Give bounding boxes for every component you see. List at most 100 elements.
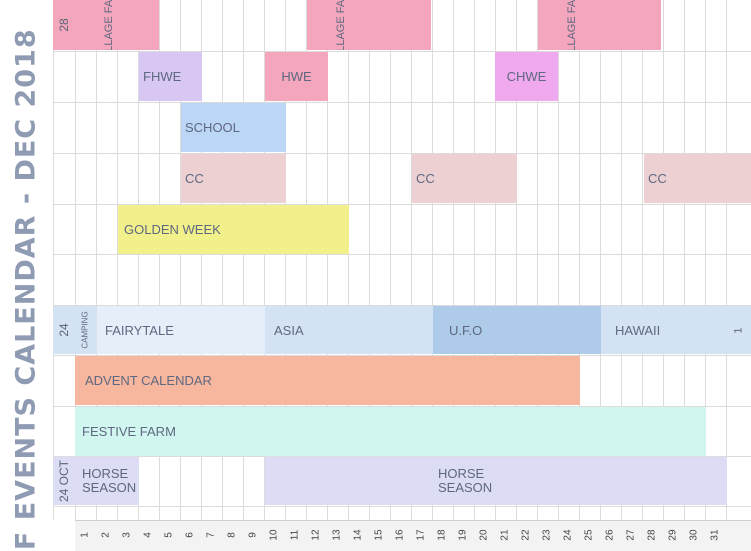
grid-line-vertical	[537, 0, 538, 520]
day-label: 26	[604, 529, 616, 541]
grid-line-vertical	[306, 0, 307, 520]
grid-line-vertical	[579, 0, 580, 520]
grid-line-vertical	[285, 0, 286, 520]
event-next-month-1[interactable]: 1	[727, 306, 751, 354]
grid-line-vertical	[495, 0, 496, 520]
grid-line-vertical	[348, 0, 349, 520]
day-label: 1	[79, 532, 91, 538]
event-fhwe[interactable]: FHWE	[139, 52, 202, 101]
grid-line-vertical	[558, 0, 559, 520]
event-cc-2[interactable]: CC	[412, 154, 517, 203]
day-label: 10	[268, 529, 280, 541]
event-festive-farm[interactable]: FESTIVE FARM	[75, 407, 706, 456]
calendar-title-panel: BF EVENTS CALENDAR - DEC 2018	[0, 0, 52, 551]
day-label: 27	[625, 529, 637, 541]
grid-line-vertical	[327, 0, 328, 520]
event-cc-3[interactable]: CC	[644, 154, 751, 203]
day-label: 5	[163, 532, 175, 538]
day-label: 14	[352, 529, 364, 541]
day-label: 16	[394, 529, 406, 541]
day-label: 24	[562, 529, 574, 541]
day-label: 12	[310, 529, 322, 541]
event-horse-season-2[interactable]: HORSE SEASON	[265, 457, 727, 505]
grid-line-vertical	[642, 0, 643, 520]
event-camping[interactable]: CAMPING	[75, 306, 97, 354]
day-label: 6	[184, 532, 196, 538]
event-asia[interactable]: ASIA	[265, 306, 433, 354]
day-label: 13	[331, 529, 343, 541]
event-village-fair-1[interactable]: VILLAGE FAIR	[75, 0, 159, 50]
grid-line-horizontal	[53, 153, 751, 154]
grid-line-vertical	[53, 0, 54, 520]
grid-line-vertical	[474, 0, 475, 520]
grid-line-horizontal	[53, 406, 751, 407]
day-axis	[75, 520, 751, 551]
event-golden-week[interactable]: GOLDEN WEEK	[118, 205, 349, 254]
row-label-24: 24	[53, 306, 75, 354]
grid-line-vertical	[621, 0, 622, 520]
grid-line-vertical	[453, 0, 454, 520]
day-label: 3	[121, 532, 133, 538]
grid-line-vertical	[432, 0, 433, 520]
grid-line-vertical	[684, 0, 685, 520]
row-label-24-oct: 24 OCT	[53, 457, 75, 505]
grid-line-horizontal	[53, 355, 751, 356]
grid-line-vertical	[600, 0, 601, 520]
day-label: 20	[478, 529, 490, 541]
grid-line-horizontal	[53, 102, 751, 103]
grid-line-vertical	[117, 0, 118, 520]
grid-line-vertical	[243, 0, 244, 520]
grid-line-vertical	[75, 0, 76, 520]
day-label: 15	[373, 529, 385, 541]
grid-line-vertical	[390, 0, 391, 520]
event-chwe[interactable]: CHWE	[495, 52, 558, 101]
event-fairytale[interactable]: FAIRYTALE	[97, 306, 265, 354]
grid-line-vertical	[516, 0, 517, 520]
day-label: 31	[709, 529, 721, 541]
day-label: 7	[205, 532, 217, 538]
day-label: 2	[100, 532, 112, 538]
grid-line-horizontal	[53, 305, 751, 306]
day-label: 11	[289, 529, 301, 541]
grid-line-horizontal	[53, 51, 751, 52]
grid-line-vertical	[705, 0, 706, 520]
day-label: 18	[436, 529, 448, 541]
day-label: 30	[688, 529, 700, 541]
grid-line-vertical	[663, 0, 664, 520]
grid-line-vertical	[201, 0, 202, 520]
day-label: 23	[541, 529, 553, 541]
event-horse-season-1[interactable]: HORSE SEASON	[75, 457, 139, 505]
row-label-28: 28	[53, 0, 75, 50]
day-label: 8	[226, 532, 238, 538]
day-label: 29	[667, 529, 679, 541]
event-hwe[interactable]: HWE	[265, 52, 328, 101]
grid-line-vertical	[369, 0, 370, 520]
grid-line-horizontal	[53, 254, 751, 255]
day-label: 19	[457, 529, 469, 541]
grid-line-vertical	[159, 0, 160, 520]
day-label: 28	[646, 529, 658, 541]
day-label: 25	[583, 529, 595, 541]
grid-line-vertical	[96, 0, 97, 520]
day-label: 22	[520, 529, 532, 541]
grid-line-horizontal	[53, 506, 751, 507]
event-village-fair-2[interactable]: VILLAGE FAIR	[307, 0, 431, 50]
event-ufo[interactable]: U.F.O	[433, 306, 601, 354]
grid-line-horizontal	[53, 456, 751, 457]
grid-line-vertical	[180, 0, 181, 520]
grid-line-vertical	[726, 0, 727, 520]
day-label: 9	[247, 532, 259, 538]
event-advent-calendar[interactable]: ADVENT CALENDAR	[75, 356, 580, 405]
day-label: 4	[142, 532, 154, 538]
grid-line-vertical	[222, 0, 223, 520]
event-hawaii[interactable]: HAWAII	[601, 306, 727, 354]
grid-line-horizontal	[53, 204, 751, 205]
event-village-fair-3[interactable]: VILLAGE FAIR	[538, 0, 661, 50]
event-cc-1[interactable]: CC	[181, 154, 286, 203]
day-label: 17	[415, 529, 427, 541]
event-school[interactable]: SCHOOL	[181, 103, 286, 152]
grid-line-vertical	[138, 0, 139, 520]
grid-line-vertical	[411, 0, 412, 520]
